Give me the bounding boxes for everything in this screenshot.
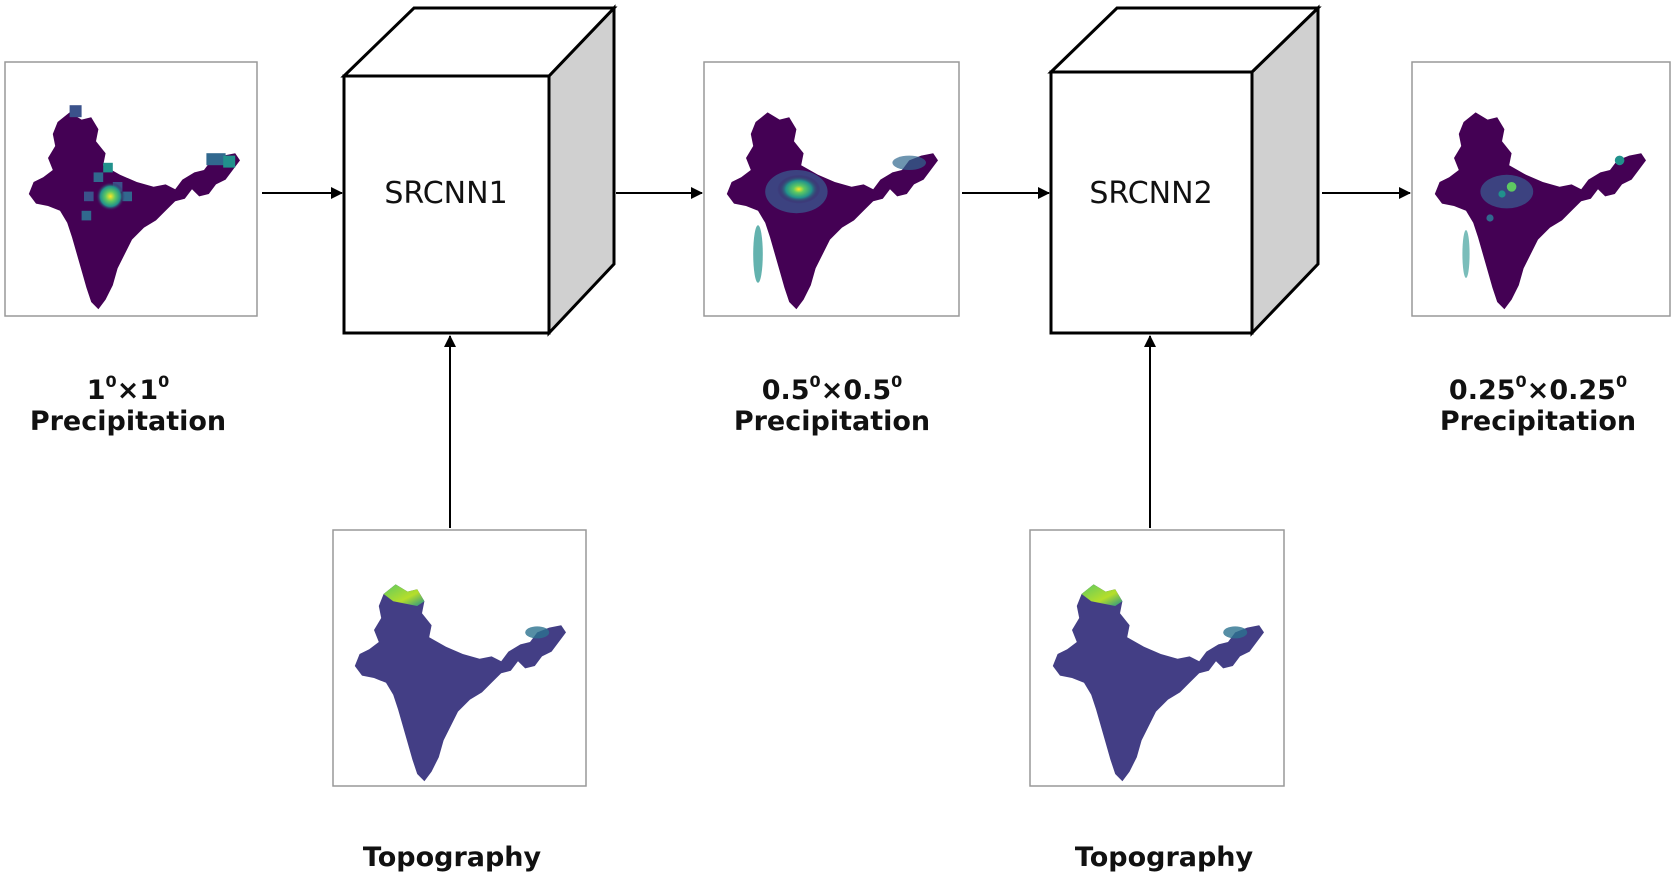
mid-caption: 0.50×0.50 Precipitation [733,372,931,438]
srcnn2-label: SRCNN2 [1089,176,1212,211]
srcnn1-label: SRCNN1 [384,176,507,211]
input-caption: 10×10 Precipitation [29,372,227,438]
flow-arrows [262,187,1411,528]
topography-map-2 [1029,529,1285,787]
mid-precip-map [703,61,960,317]
output-caption: 0.250×0.250 Precipitation [1439,372,1637,438]
topography-caption-2: Topography [1074,842,1254,873]
topography-caption-1: Topography [362,842,542,873]
output-precip-map [1411,61,1671,317]
srcnn1-block: SRCNN1 [340,4,618,337]
input-precip-map [4,61,258,317]
srcnn2-block: SRCNN2 [1047,4,1322,337]
topography-map-1 [332,529,587,787]
